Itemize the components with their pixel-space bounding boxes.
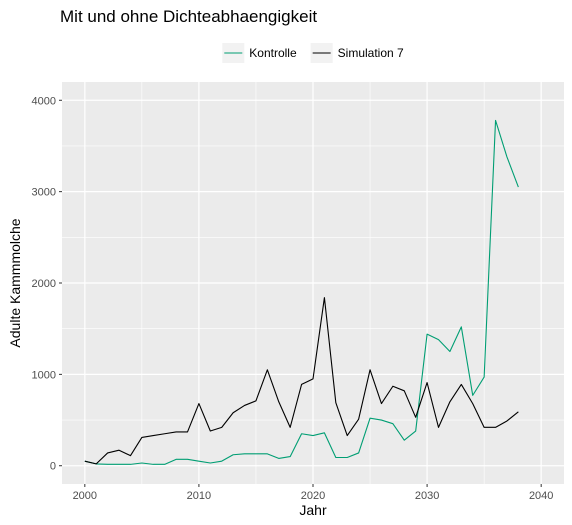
series-line-simulation-7 — [84, 297, 519, 465]
chart-title: Mit und ohne Dichteabhaengigkeit — [60, 7, 317, 26]
y-tick-label: 3000 — [32, 187, 56, 199]
y-tick-label: 0 — [50, 461, 56, 473]
x-tick-label: 2020 — [301, 490, 325, 502]
legend-label-kontrolle: Kontrolle — [249, 46, 297, 60]
x-tick-label: 2000 — [73, 490, 97, 502]
legend-label-simulation-7: Simulation 7 — [338, 46, 404, 60]
x-tick-label: 2010 — [187, 490, 211, 502]
x-axis-title: Jahr — [299, 502, 327, 518]
y-tick-label: 2000 — [32, 278, 56, 290]
y-tick-label: 1000 — [32, 369, 56, 381]
y-tick-label: 4000 — [32, 95, 56, 107]
x-tick-label: 2030 — [415, 490, 439, 502]
legend: Kontrolle Simulation 7 — [222, 43, 404, 63]
x-tick-label: 2040 — [529, 490, 553, 502]
y-axis-title: Adulte Kammmolche — [7, 218, 23, 347]
series-line-kontrolle — [84, 119, 519, 465]
series-lines — [84, 119, 519, 465]
grid-major — [62, 82, 564, 484]
axes: 2000 2010 2020 2030 2040 0 1000 2000 3000 4000 — [32, 95, 554, 502]
